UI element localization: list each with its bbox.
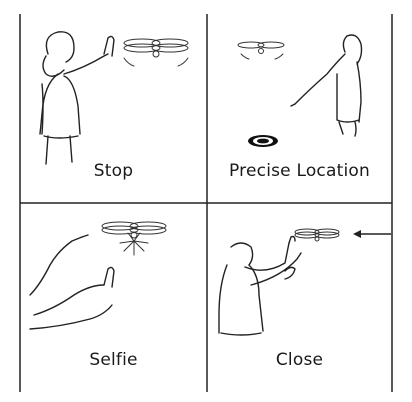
selfie-illustration <box>29 221 167 330</box>
close-illustration <box>218 228 391 336</box>
panel-label-selfie: Selfie <box>89 350 138 370</box>
drone-icon <box>123 38 189 67</box>
person-figure <box>290 34 363 137</box>
arrow-left-icon <box>353 230 391 238</box>
person-figure <box>29 234 115 330</box>
panel-label-close: Close <box>275 350 324 370</box>
person-figure <box>218 235 302 336</box>
panel-selfie: Selfie <box>20 203 207 392</box>
stop-illustration <box>39 31 189 165</box>
drone-icon <box>101 221 167 239</box>
person-figure <box>39 31 115 165</box>
flash-icon <box>119 232 149 256</box>
panel-label-stop: Stop <box>93 161 134 181</box>
panel-label-precise-location: Precise Location <box>229 161 370 181</box>
panel-close: Close <box>207 203 392 392</box>
precise-location-illustration <box>237 34 363 147</box>
panel-precise-location: Precise Location <box>207 14 392 203</box>
drone-icon <box>294 228 340 242</box>
target-icon <box>248 135 278 147</box>
panel-stop: Stop <box>20 14 207 203</box>
drone-icon <box>237 41 285 60</box>
